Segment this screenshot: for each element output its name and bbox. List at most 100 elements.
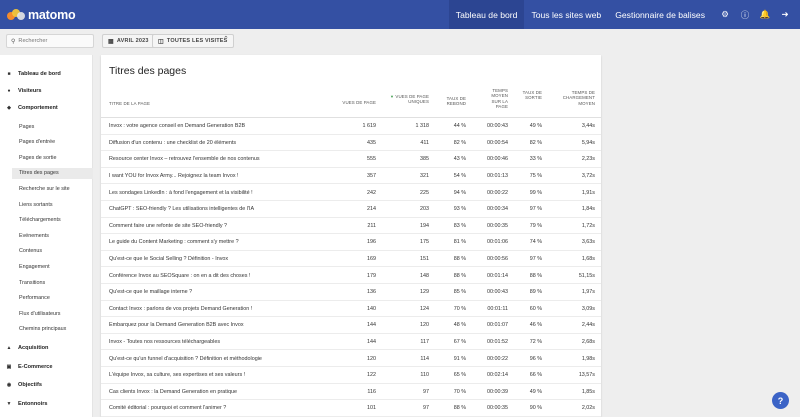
cell-avg-time: 00:00:56 bbox=[487, 256, 508, 263]
table-row[interactable]: Qu'est-ce qu'un funnel d'acquisition ? D… bbox=[101, 350, 601, 367]
column-header-unique[interactable]: ▼ VUES DE PAGE UNIQUES bbox=[389, 94, 429, 105]
cell-pageviews: 435 bbox=[367, 139, 376, 146]
column-header-bounce[interactable]: TAUX DE REBOND bbox=[446, 96, 466, 107]
sidebar-item[interactable]: Transitions bbox=[19, 279, 46, 286]
table-row[interactable]: Conférence Invox au SEOSquare : on en a … bbox=[101, 267, 601, 284]
table-row[interactable]: Les sondages LinkedIn : à fond l'engagem… bbox=[101, 184, 601, 201]
cell-exit-rate: 72 % bbox=[529, 339, 542, 346]
cell-unique-pageviews: 1 318 bbox=[415, 123, 430, 130]
sidebar-item[interactable]: Pages de sortie bbox=[19, 154, 57, 161]
table-row[interactable]: Comité éditorial : pourquoi et comment l… bbox=[101, 400, 601, 417]
table-row[interactable]: Qu'est-ce que le Social Selling ? Défini… bbox=[101, 251, 601, 268]
ecommerce-icon: ▣ bbox=[6, 364, 12, 370]
cell-page-title: Embarquez pour la Demand Generation B2B … bbox=[109, 322, 244, 329]
cell-pageviews: 555 bbox=[367, 156, 376, 163]
cell-bounce-rate: 88 % bbox=[453, 405, 466, 412]
cell-pageviews: 144 bbox=[367, 322, 376, 329]
gear-icon[interactable]: ⚙ bbox=[721, 9, 729, 19]
table-row[interactable]: Resource center Invox – retrouvez l'ense… bbox=[101, 151, 601, 168]
table-row[interactable]: I want YOU for Invox Army... Rejoignez l… bbox=[101, 168, 601, 185]
cell-page-title: Comment faire une refonte de site SEO-fr… bbox=[109, 222, 228, 229]
cell-load-time: 13,57s bbox=[578, 372, 595, 379]
sidebar-category[interactable]: ▼ Entonnoirs bbox=[6, 401, 48, 407]
cell-pageviews: 140 bbox=[367, 305, 376, 312]
topnav-item[interactable]: Tableau de bord bbox=[448, 0, 525, 29]
column-header-pageviews[interactable]: VUES DE PAGE bbox=[342, 100, 376, 105]
cell-pageviews: 1 619 bbox=[362, 123, 377, 130]
sidebar-item[interactable]: Recherche sur le site bbox=[19, 185, 70, 192]
sidebar-item[interactable]: Pages bbox=[19, 123, 35, 130]
report-title: Titres des pages bbox=[109, 65, 187, 77]
help-button[interactable]: ? bbox=[772, 392, 789, 409]
period-selector-button[interactable]: ▦ AVRIL 2023 bbox=[102, 34, 155, 48]
sidebar-item[interactable]: Contenus bbox=[19, 248, 43, 255]
visitors-icon: ● bbox=[7, 88, 11, 94]
cell-exit-rate: 97 % bbox=[529, 206, 542, 213]
table-row[interactable]: Diffusion d'un contenu : une checklist d… bbox=[101, 135, 601, 152]
cell-load-time: 1,98s bbox=[581, 355, 595, 362]
sidebar-category[interactable]: ● Visiteurs bbox=[6, 88, 41, 94]
cell-pageviews: 116 bbox=[367, 388, 376, 395]
cell-unique-pageviews: 151 bbox=[420, 256, 429, 263]
topnav-item[interactable]: Tous les sites web bbox=[531, 9, 602, 20]
sidebar-category[interactable]: ▣ E-Commerce bbox=[6, 364, 53, 370]
sidebar-category-label: Acquisition bbox=[18, 345, 49, 351]
segment-selector-button[interactable]: ◫ TOUTES LES VISITES bbox=[152, 34, 234, 48]
column-header-exit[interactable]: TAUX DE SORTIE bbox=[522, 90, 542, 101]
sidebar-item[interactable]: Performance bbox=[19, 295, 50, 302]
table-row[interactable]: ChatGPT : SEO-friendly ? Les utilisation… bbox=[101, 201, 601, 218]
search-input[interactable] bbox=[18, 38, 89, 44]
bell-icon[interactable]: 🔔 bbox=[759, 9, 771, 19]
sidebar-item[interactable]: Engagement bbox=[19, 263, 50, 270]
cell-unique-pageviews: 321 bbox=[420, 173, 429, 180]
cell-exit-rate: 79 % bbox=[529, 222, 542, 229]
column-header-load[interactable]: TEMPS DE CHARGEMENT MOYEN bbox=[562, 90, 595, 106]
column-header-unique-label: VUES DE PAGE UNIQUES bbox=[395, 94, 429, 105]
info-icon[interactable]: ⓘ bbox=[740, 9, 750, 20]
search-box[interactable]: ⚲ bbox=[6, 34, 94, 48]
brand-name: matomo bbox=[28, 7, 76, 22]
cell-page-title: Invox - Toutes nos ressources télécharge… bbox=[109, 339, 221, 346]
sort-desc-icon: ▼ bbox=[390, 94, 395, 99]
table-row[interactable]: Comment faire une refonte de site SEO-fr… bbox=[101, 218, 601, 235]
sidebar-item[interactable]: Flux d'utilisateurs bbox=[19, 310, 61, 317]
cell-load-time: 2,02s bbox=[581, 405, 595, 412]
sidebar-item[interactable]: Liens sortants bbox=[19, 201, 53, 208]
column-header-time[interactable]: TEMPS MOYEN SUR LA PAGE bbox=[491, 88, 508, 110]
sidebar-item[interactable]: Chemins principaux bbox=[19, 326, 67, 333]
sidebar-category[interactable]: ▲ Acquisition bbox=[6, 345, 49, 351]
cell-page-title: Les sondages LinkedIn : à fond l'engagem… bbox=[109, 189, 253, 196]
column-header-label[interactable]: TITRE DE LA PAGE bbox=[109, 101, 151, 106]
topnav-item[interactable]: Gestionnaire de balises bbox=[615, 9, 705, 20]
table-row[interactable]: Contact Invox : parlons de vos projets D… bbox=[101, 301, 601, 318]
sidebar-category[interactable]: ◉ Objectifs bbox=[6, 382, 42, 388]
sidebar-item[interactable]: Téléchargements bbox=[19, 217, 61, 224]
cell-pageviews: 196 bbox=[367, 239, 376, 246]
table-row[interactable]: Le guide du Content Marketing : comment … bbox=[101, 234, 601, 251]
cell-avg-time: 00:00:46 bbox=[487, 156, 508, 163]
collapse-chevron-icon[interactable]: ⌃ bbox=[223, 36, 229, 43]
table-row[interactable]: L'équipe Invox, sa culture, ses expertis… bbox=[101, 367, 601, 384]
sidebar-item[interactable]: Titres des pages bbox=[12, 167, 93, 179]
table-row[interactable]: Invox : votre agence conseil en Demand G… bbox=[101, 118, 601, 135]
sidebar-category[interactable]: ◆ Comportement bbox=[6, 105, 58, 111]
sidebar-category[interactable]: ■ Tableau de bord bbox=[6, 71, 60, 77]
table-row[interactable]: Qu'est-ce que le maillage interne ? 136 12… bbox=[101, 284, 601, 301]
cell-bounce-rate: 94 % bbox=[453, 189, 466, 196]
cell-load-time: 3,09s bbox=[581, 305, 595, 312]
table-row[interactable]: Invox - Toutes nos ressources télécharge… bbox=[101, 334, 601, 351]
logout-icon[interactable]: ➜ bbox=[781, 9, 789, 19]
table-row[interactable]: Cas clients Invox : la Demand Generation… bbox=[101, 384, 601, 401]
table-row[interactable]: Embarquez pour la Demand Generation B2B … bbox=[101, 317, 601, 334]
sidebar-category-label: E-Commerce bbox=[18, 364, 53, 370]
sidebar-item[interactable]: Evénements bbox=[19, 232, 49, 239]
matomo-logo[interactable]: matomo bbox=[7, 0, 76, 29]
cell-load-time: 1,68s bbox=[581, 256, 595, 263]
cell-load-time: 51,15s bbox=[578, 272, 595, 279]
period-label: AVRIL 2023 bbox=[116, 38, 149, 44]
cell-avg-time: 00:01:06 bbox=[487, 239, 508, 246]
cell-exit-rate: 82 % bbox=[529, 139, 542, 146]
cell-avg-time: 00:00:39 bbox=[487, 388, 508, 395]
cell-unique-pageviews: 175 bbox=[420, 239, 429, 246]
sidebar-item[interactable]: Pages d'entrée bbox=[19, 139, 56, 146]
